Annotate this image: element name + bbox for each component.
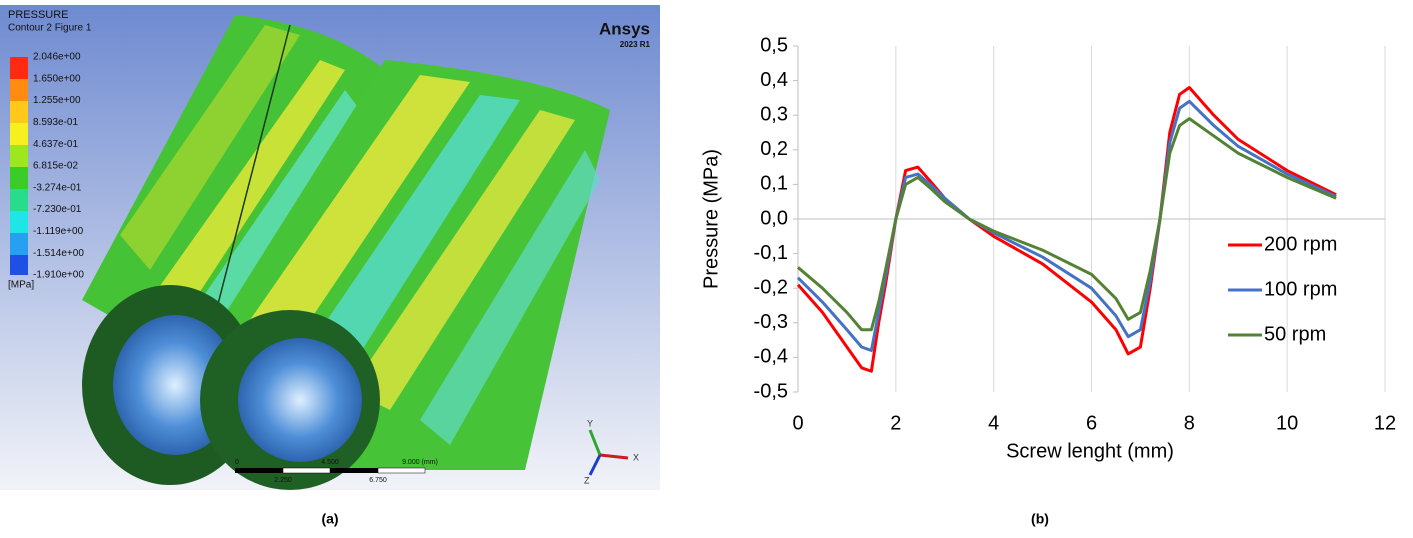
swatch: [10, 145, 28, 167]
legend-title: PRESSURE: [8, 9, 69, 21]
swatch: [10, 57, 28, 79]
y-tick-label: -0,5: [754, 380, 788, 402]
colorbar-label: -1.119e+00: [33, 226, 84, 237]
colorbar-label: -7.230e-01: [33, 204, 82, 215]
x-tick-label: 2: [890, 412, 901, 434]
x-tick-label: 0: [792, 412, 803, 434]
y-tick-label: -0,3: [754, 311, 788, 333]
panel-a: PRESSURE Contour 2 Figure 1 [MPa] Ansys …: [0, 5, 660, 527]
legend-subtitle: Contour 2 Figure 1: [8, 23, 92, 34]
swatch: [10, 101, 28, 123]
axis-label: Y: [587, 418, 593, 428]
y-tick-label: 0,3: [760, 103, 788, 125]
colorbar: [10, 57, 28, 275]
colorbar-label: 1.255e+00: [33, 95, 81, 106]
x-tick-label: 8: [1184, 412, 1195, 434]
axis-label: Z: [584, 475, 590, 485]
y-tick-label: 0,5: [760, 34, 788, 56]
x-tick-label: 12: [1374, 412, 1396, 434]
colorbar-label: -1.514e+00: [33, 248, 84, 259]
scale-label: 4.500: [321, 459, 339, 466]
y-tick-label: -0,1: [754, 242, 788, 264]
bore: [238, 338, 362, 462]
swatch: [10, 123, 28, 145]
y-tick-label: -0,2: [754, 276, 788, 298]
swatch: [10, 167, 28, 189]
y-tick-label: -0,4: [754, 346, 788, 368]
brand: Ansys: [599, 19, 650, 38]
swatch: [10, 255, 28, 275]
y-axis-title: Pressure (MPa): [700, 149, 722, 289]
legend-label: 200 rpm: [1264, 233, 1337, 255]
x-tick-label: 10: [1276, 412, 1298, 434]
y-tick-label: 0,1: [760, 173, 788, 195]
colorbar-label: -3.274e-01: [33, 182, 82, 193]
colorbar-label: 4.637e-01: [33, 139, 78, 150]
caption: (b): [1031, 511, 1049, 527]
swatch: [10, 189, 28, 211]
scale-seg: [235, 468, 283, 473]
version: 2023 R1: [620, 40, 651, 49]
axis-label: X: [633, 452, 639, 462]
y-tick-label: 0,2: [760, 138, 788, 160]
colorbar-label: -1.910e+00: [33, 270, 84, 281]
scale-label: 9.000 (mm): [402, 459, 438, 466]
colorbar-label: 8.593e-01: [33, 117, 78, 128]
unit: [MPa]: [8, 280, 34, 291]
scale-label: 2.250: [274, 477, 292, 484]
series-line: [798, 88, 1336, 372]
swatch: [10, 233, 28, 255]
scale-seg: [378, 468, 425, 473]
x-tick-label: 6: [1086, 412, 1097, 434]
scale-seg: [283, 468, 330, 473]
scale-seg: [330, 468, 378, 473]
y-tick-label: 0,4: [760, 69, 788, 91]
legend-label: 100 rpm: [1264, 278, 1337, 300]
figure: PRESSURE Contour 2 Figure 1 [MPa] Ansys …: [0, 0, 1413, 533]
colorbar-label: 2.046e+00: [33, 52, 81, 63]
legend-label: 50 rpm: [1264, 323, 1326, 345]
scale-label: 6.750: [369, 477, 387, 484]
caption: (a): [321, 511, 338, 527]
scale-bar: [235, 468, 425, 473]
colorbar-label: 6.815e-02: [33, 161, 78, 172]
swatch: [10, 79, 28, 101]
x-tick-label: 4: [988, 412, 999, 434]
x-axis-title: Screw lenght (mm): [1006, 440, 1174, 462]
swatch: [10, 211, 28, 233]
scale-label: 0: [235, 459, 239, 466]
series-line: [798, 101, 1336, 350]
panel-b: Screw lenght (mm) Pressure (MPa) (b) 0 2 4…: [700, 34, 1396, 526]
y-tick-label: 0,0: [760, 207, 788, 229]
colorbar-label: 1.650e+00: [33, 73, 81, 84]
